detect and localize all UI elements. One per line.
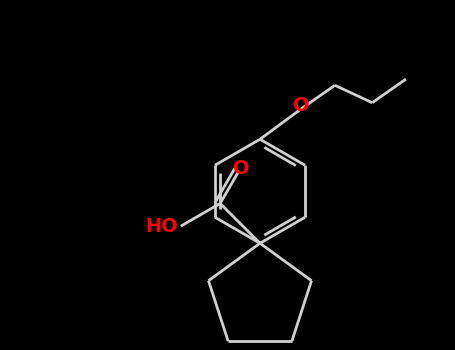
Text: O: O	[233, 159, 250, 178]
Text: HO: HO	[146, 217, 179, 236]
Text: O: O	[293, 96, 309, 115]
